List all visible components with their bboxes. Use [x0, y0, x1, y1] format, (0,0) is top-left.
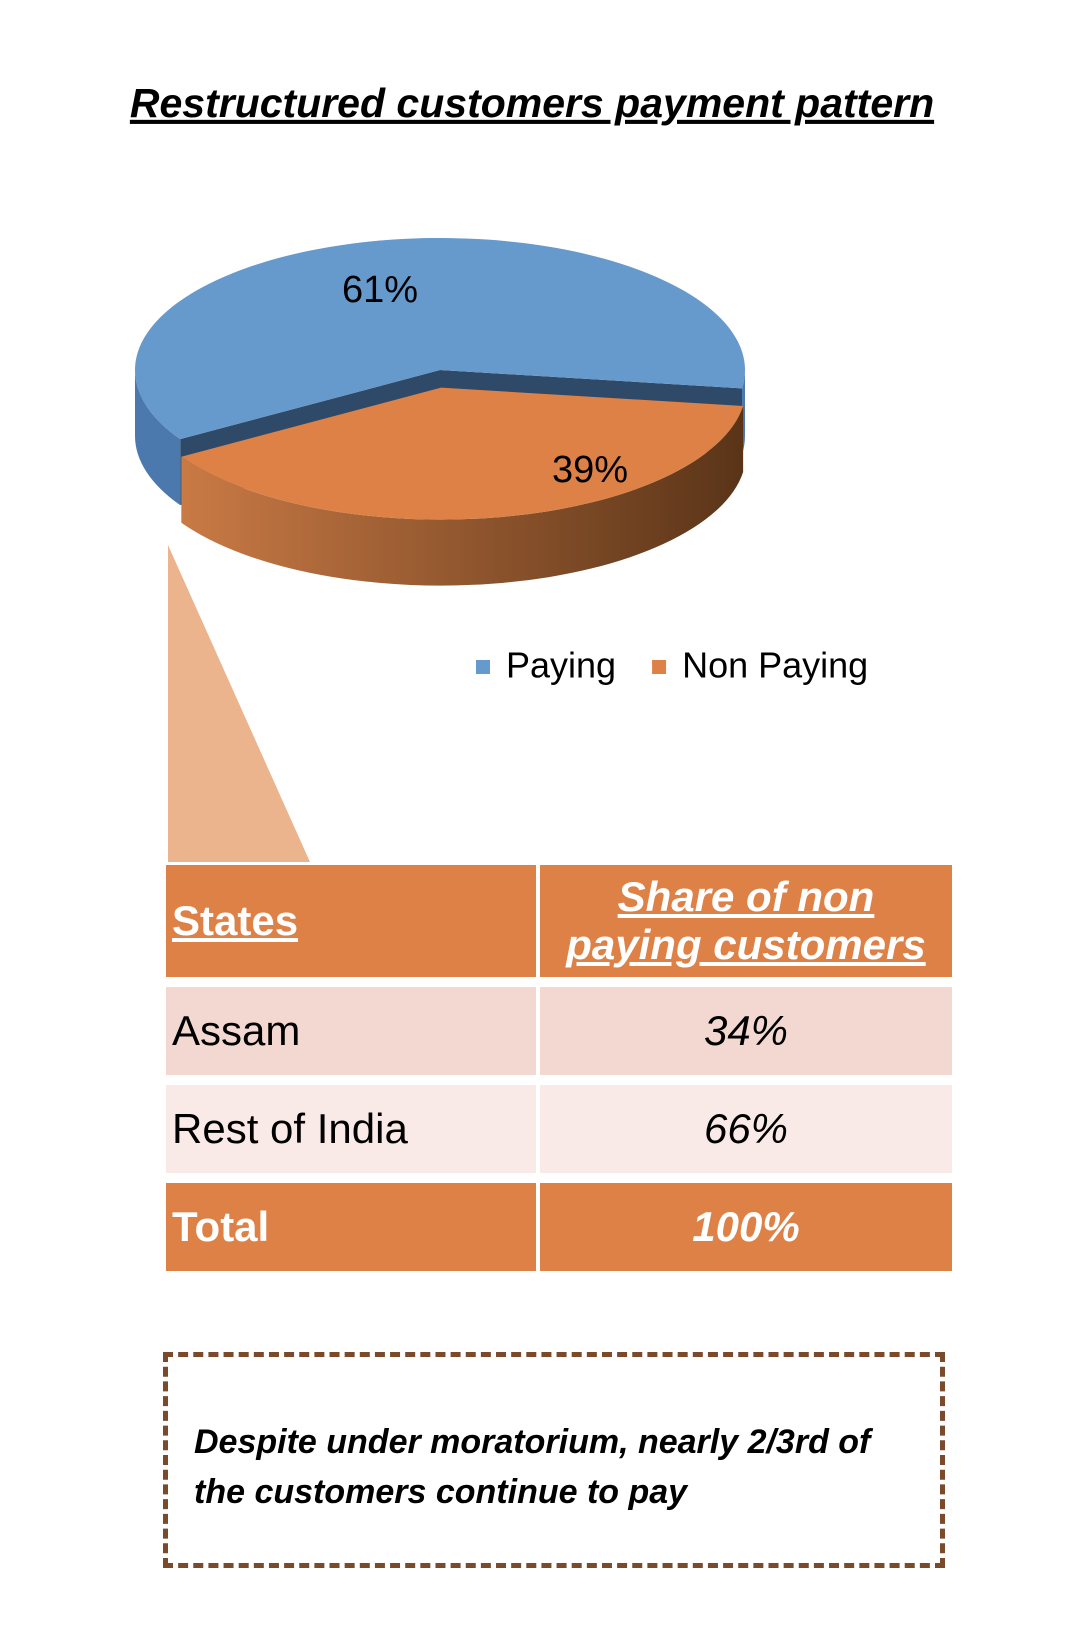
chart-title: Restructured customers payment pattern — [130, 80, 934, 126]
note: Despite under moratorium, nearly 2/3rd o… — [163, 1352, 945, 1568]
pie — [134, 237, 745, 586]
header-cell: States — [166, 865, 540, 987]
pie-slice — [181, 387, 744, 520]
pie-side — [135, 370, 181, 506]
data-label: 39% — [552, 449, 628, 491]
legend-marker — [476, 660, 490, 674]
chart: Restructured customers payment pattern 6… — [130, 80, 934, 862]
data-label: 61% — [342, 269, 418, 311]
total-cell: Total — [166, 1183, 540, 1281]
total-cell: 100% — [540, 1183, 952, 1281]
legend-label: Non Paying — [682, 645, 868, 686]
cell: 34% — [540, 987, 952, 1085]
cell: Rest of India — [166, 1085, 540, 1183]
table: States Share of non paying customers Assa… — [166, 865, 952, 1281]
legend-marker — [652, 660, 667, 674]
pie-slice — [134, 237, 745, 440]
legend-label: Paying — [506, 645, 616, 686]
cell: 66% — [540, 1085, 952, 1183]
header-cell: Share of non paying customers — [540, 865, 952, 987]
callout — [168, 545, 310, 862]
cell: Assam — [166, 987, 540, 1085]
pie-side — [181, 405, 744, 586]
